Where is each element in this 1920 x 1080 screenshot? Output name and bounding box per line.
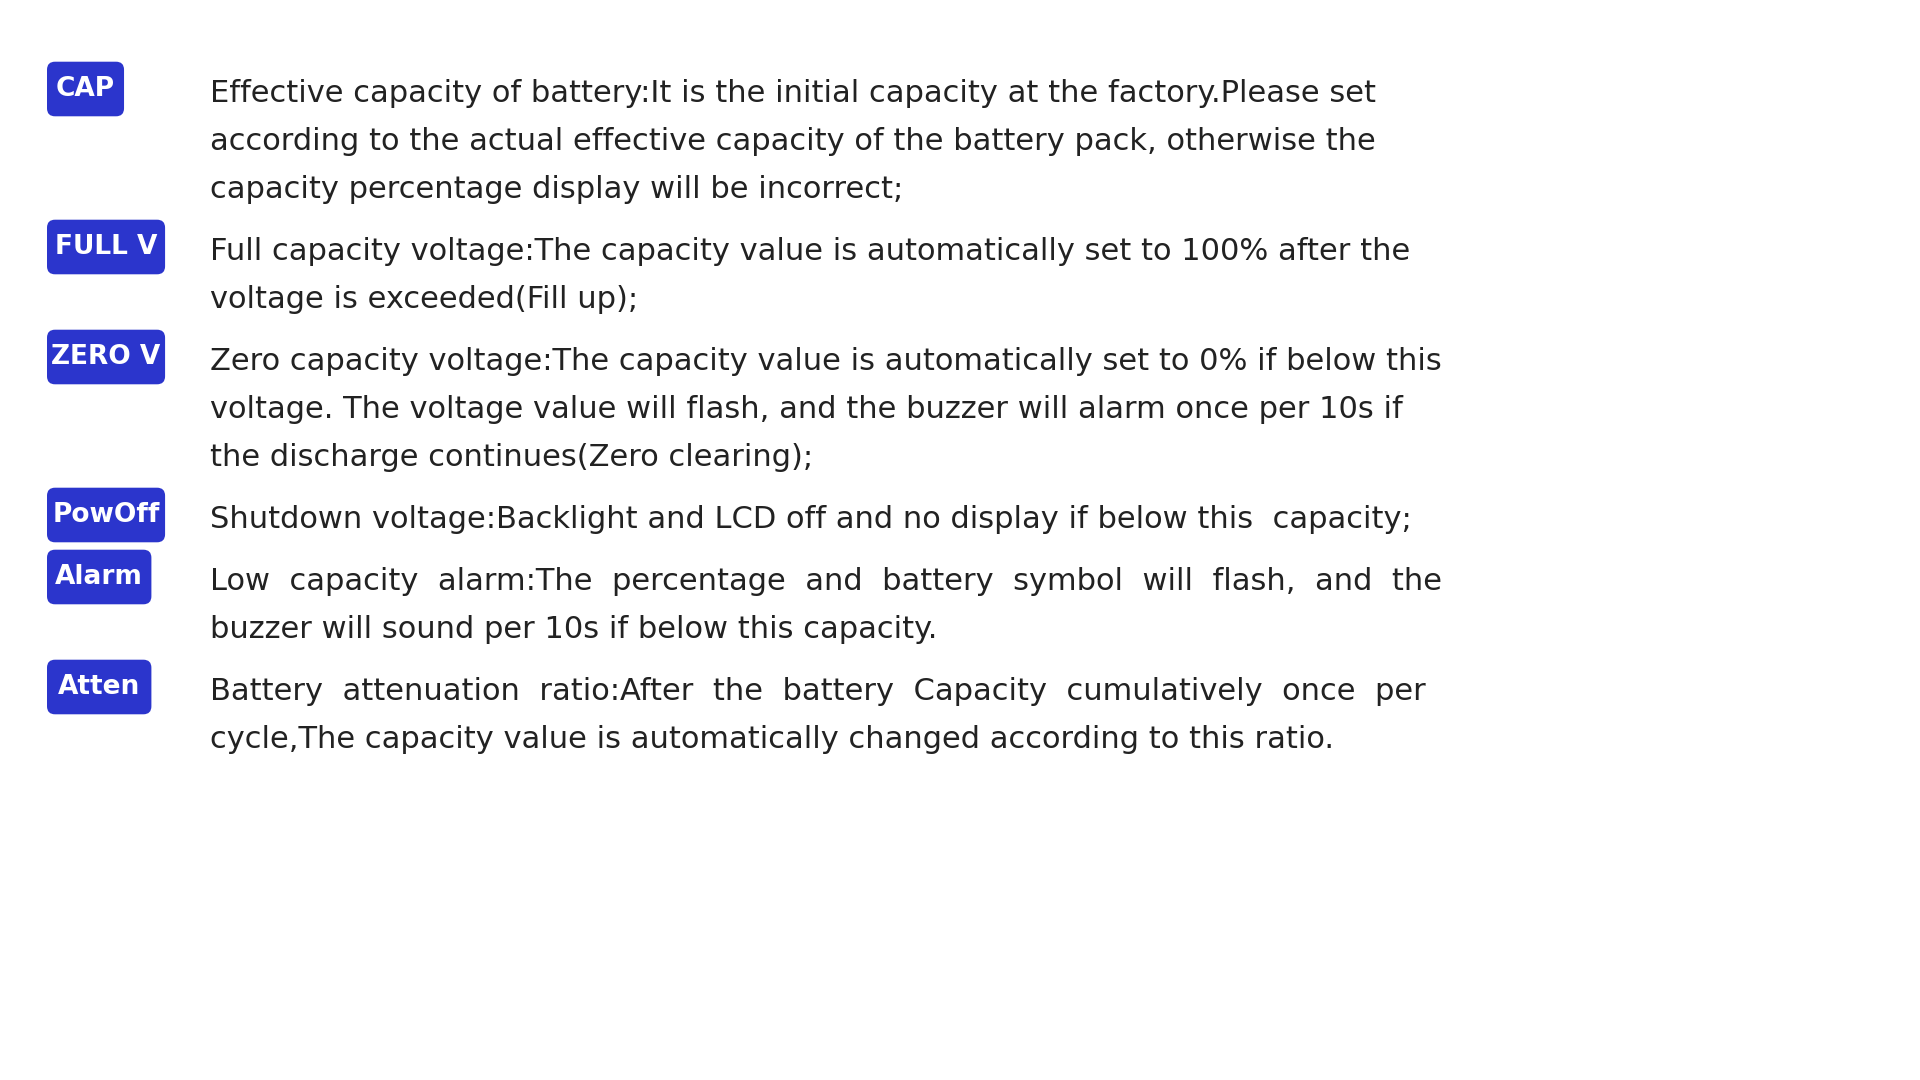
Text: Battery  attenuation  ratio:After  the  battery  Capacity  cumulatively  once  p: Battery attenuation ratio:After the batt… [209,677,1427,706]
FancyBboxPatch shape [46,488,165,542]
Text: Effective capacity of battery:It is the initial capacity at the factory.Please s: Effective capacity of battery:It is the … [209,80,1377,108]
Text: ZERO V: ZERO V [52,345,161,370]
Text: cycle,The capacity value is automatically changed according to this ratio.: cycle,The capacity value is automaticall… [209,726,1334,755]
Text: CAP: CAP [56,76,115,102]
Text: Alarm: Alarm [56,564,144,590]
Text: Low  capacity  alarm:The  percentage  and  battery  symbol  will  flash,  and  t: Low capacity alarm:The percentage and ba… [209,567,1442,596]
FancyBboxPatch shape [46,62,125,117]
FancyBboxPatch shape [46,550,152,605]
Text: Atten: Atten [58,674,140,700]
Text: Shutdown voltage:Backlight and LCD off and no display if below this  capacity;: Shutdown voltage:Backlight and LCD off a… [209,505,1411,535]
Text: voltage is exceeded(Fill up);: voltage is exceeded(Fill up); [209,285,637,314]
Text: PowOff: PowOff [52,502,159,528]
Text: FULL V: FULL V [56,234,157,260]
Text: Full capacity voltage:The capacity value is automatically set to 100% after the: Full capacity voltage:The capacity value… [209,238,1411,267]
Text: Zero capacity voltage:The capacity value is automatically set to 0% if below thi: Zero capacity voltage:The capacity value… [209,348,1442,377]
Text: buzzer will sound per 10s if below this capacity.: buzzer will sound per 10s if below this … [209,616,937,645]
FancyBboxPatch shape [46,660,152,714]
FancyBboxPatch shape [46,329,165,384]
Text: the discharge continues(Zero clearing);: the discharge continues(Zero clearing); [209,444,814,472]
Text: according to the actual effective capacity of the battery pack, otherwise the: according to the actual effective capaci… [209,127,1377,157]
Text: voltage. The voltage value will flash, and the buzzer will alarm once per 10s if: voltage. The voltage value will flash, a… [209,395,1404,424]
Text: capacity percentage display will be incorrect;: capacity percentage display will be inco… [209,175,902,204]
FancyBboxPatch shape [46,219,165,274]
